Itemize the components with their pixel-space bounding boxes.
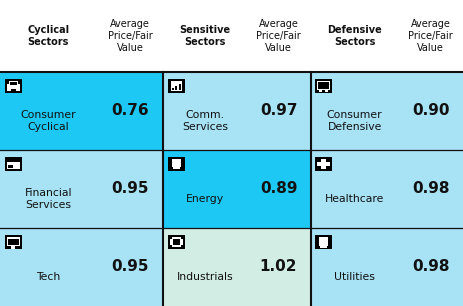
Bar	[319, 89, 322, 92]
Bar	[172, 237, 181, 247]
Bar	[170, 239, 183, 245]
Text: Cyclical
Sectors: Cyclical Sectors	[27, 25, 69, 47]
Bar	[97, 150, 163, 228]
Text: 0.95: 0.95	[111, 181, 149, 196]
Bar	[5, 79, 21, 93]
Bar	[399, 72, 463, 150]
Bar	[6, 237, 19, 246]
Text: Consumer
Cyclical: Consumer Cyclical	[21, 110, 76, 132]
Bar	[179, 84, 181, 90]
Bar	[319, 237, 328, 246]
Bar	[15, 88, 19, 91]
Bar	[8, 81, 18, 86]
Bar	[311, 228, 399, 306]
Text: 0.76: 0.76	[111, 103, 149, 118]
Bar	[317, 81, 330, 90]
Bar	[171, 81, 182, 91]
Text: 0.98: 0.98	[412, 259, 450, 274]
Bar	[168, 79, 185, 93]
Bar	[325, 89, 328, 92]
Text: 0.89: 0.89	[260, 181, 297, 196]
Bar	[311, 72, 399, 150]
Bar	[5, 235, 21, 249]
Text: Energy: Energy	[186, 194, 224, 204]
Text: 0.90: 0.90	[412, 103, 450, 118]
Bar	[320, 243, 327, 247]
Bar	[246, 72, 311, 150]
Text: Average
Price/Fair
Value: Average Price/Fair Value	[108, 19, 152, 53]
Bar	[168, 235, 185, 249]
Bar	[168, 157, 185, 171]
Bar	[11, 245, 15, 249]
Bar	[172, 88, 174, 90]
Bar	[6, 88, 11, 91]
Bar	[175, 86, 177, 90]
Text: 0.95: 0.95	[111, 259, 149, 274]
Bar	[317, 162, 330, 166]
Bar	[163, 72, 246, 150]
Text: Healthcare: Healthcare	[325, 194, 384, 204]
Bar	[97, 72, 163, 150]
Text: Comm.
Services: Comm. Services	[182, 110, 228, 132]
Text: 1.02: 1.02	[260, 259, 297, 274]
Bar	[172, 159, 181, 167]
Text: 0.97: 0.97	[260, 103, 297, 118]
Bar	[6, 159, 19, 162]
Bar	[399, 228, 463, 306]
Bar	[163, 228, 246, 306]
Text: Tech: Tech	[36, 272, 61, 282]
Bar	[315, 79, 332, 93]
Bar	[315, 235, 332, 249]
Bar	[319, 82, 329, 89]
Bar	[311, 150, 399, 228]
Bar	[246, 228, 311, 306]
Text: Consumer
Defensive: Consumer Defensive	[327, 110, 382, 132]
Bar	[6, 159, 19, 169]
Bar	[321, 159, 326, 169]
Bar	[0, 72, 97, 150]
Bar	[0, 228, 97, 306]
Bar	[163, 150, 246, 228]
Text: Average
Price/Fair
Value: Average Price/Fair Value	[256, 19, 301, 53]
Bar	[0, 150, 97, 228]
Bar	[97, 228, 163, 306]
Bar	[320, 246, 327, 248]
Text: Average
Price/Fair
Value: Average Price/Fair Value	[408, 19, 453, 53]
Text: 0.98: 0.98	[412, 181, 450, 196]
Bar	[315, 157, 332, 171]
Text: Financial
Services: Financial Services	[25, 188, 72, 210]
Bar	[5, 157, 21, 171]
Text: Utilities: Utilities	[334, 272, 375, 282]
Bar	[246, 150, 311, 228]
Bar	[173, 159, 180, 169]
Bar	[7, 239, 19, 245]
Text: Sensitive
Sectors: Sensitive Sectors	[179, 25, 230, 47]
Bar	[173, 239, 180, 245]
Text: Industrials: Industrials	[176, 272, 233, 282]
Bar	[399, 150, 463, 228]
Bar	[10, 82, 17, 85]
Bar	[7, 165, 13, 168]
Text: Defensive
Sectors: Defensive Sectors	[327, 25, 382, 47]
Bar	[6, 84, 19, 89]
